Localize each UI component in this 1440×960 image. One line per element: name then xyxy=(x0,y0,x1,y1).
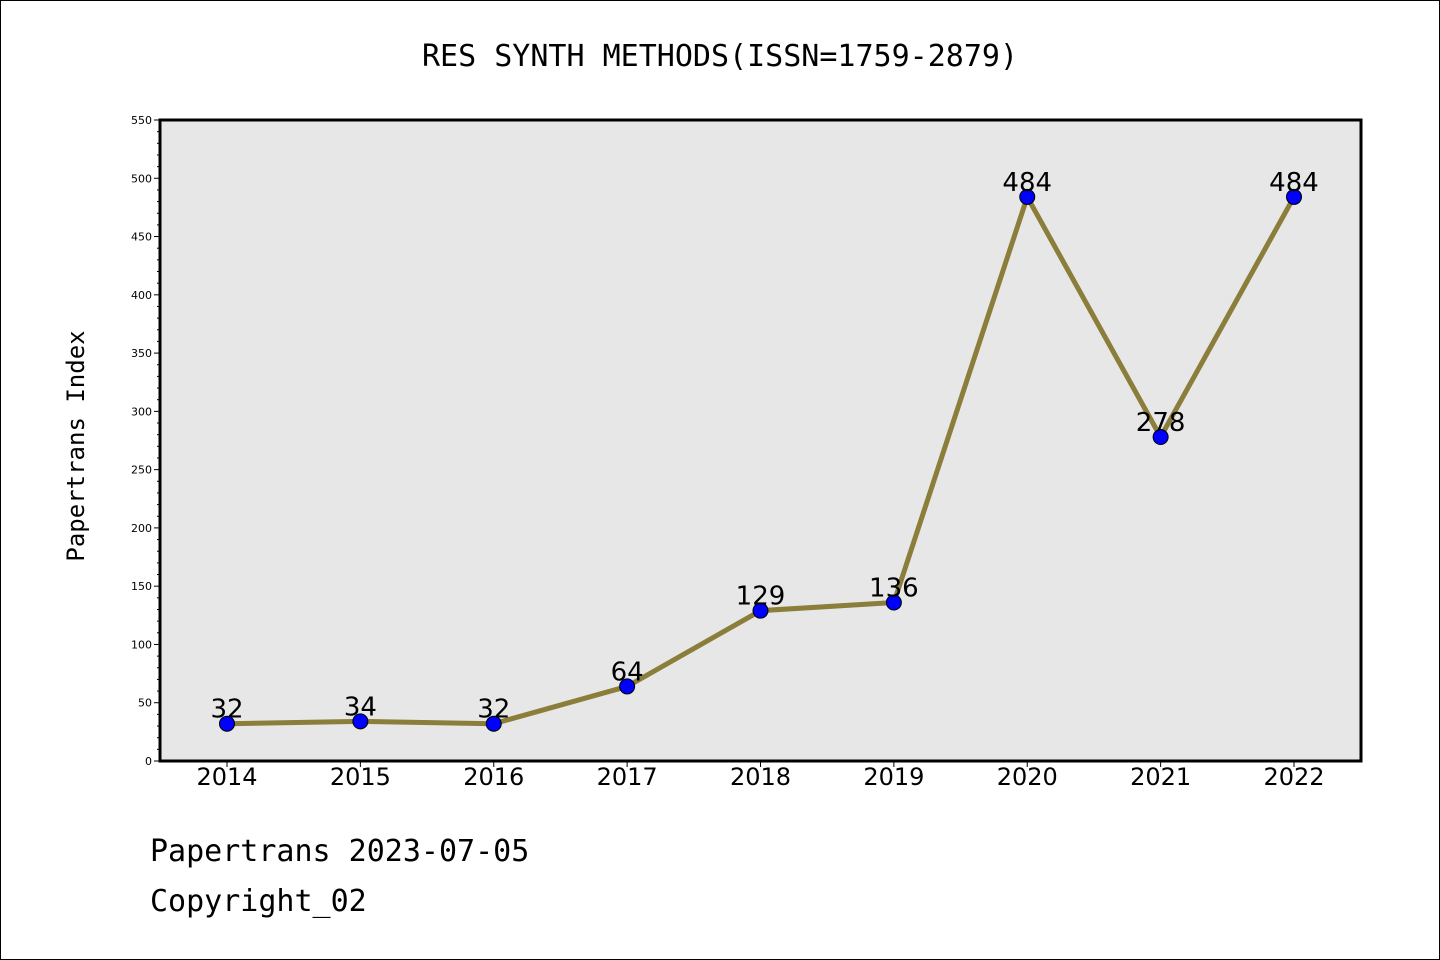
footer-copyright: Copyright_02 xyxy=(150,884,367,919)
x-tick-label: 2020 xyxy=(997,763,1058,791)
data-label: 64 xyxy=(611,657,644,687)
x-tick-label: 2021 xyxy=(1130,763,1191,791)
footer-date: Papertrans 2023-07-05 xyxy=(150,834,530,869)
y-axis: 0 50 100 150 200 250 300 350 400 450 500 550 xyxy=(131,114,160,768)
data-point-marker xyxy=(352,713,369,730)
data-point-marker xyxy=(885,594,902,611)
y-tick-label: 150 xyxy=(131,580,152,593)
data-label: 136 xyxy=(869,573,919,603)
y-tick-label: 350 xyxy=(131,347,152,360)
data-point-marker xyxy=(1286,188,1302,205)
x-tick-label: 2019 xyxy=(863,763,924,791)
x-tick-label: 2014 xyxy=(196,763,257,791)
x-tick-label: 2017 xyxy=(597,763,658,791)
data-point-marker xyxy=(219,715,235,732)
plot-area xyxy=(160,120,1361,761)
y-tick-label: 200 xyxy=(131,522,152,535)
chart-title: RES SYNTH METHODS(ISSN=1759-2879) xyxy=(422,39,1018,74)
y-tick-label: 500 xyxy=(131,172,152,185)
data-label: 484 xyxy=(1269,168,1319,198)
data-point-marker xyxy=(1019,188,1036,205)
plot-border xyxy=(158,118,1363,763)
data-label: 32 xyxy=(210,695,243,725)
x-tick-label: 2015 xyxy=(330,763,391,791)
y-tick-label: 450 xyxy=(131,231,152,244)
data-label: 484 xyxy=(1002,168,1052,198)
y-tick-label: 250 xyxy=(131,464,152,477)
data-point-marker xyxy=(485,715,502,732)
data-point-marker xyxy=(752,602,769,619)
y-tick-label: 100 xyxy=(131,638,152,651)
y-tick-label: 550 xyxy=(131,114,152,127)
x-axis: 2014 2015 2016 2017 2018 2019 2020 2021 2022 xyxy=(196,761,1325,791)
marker-group xyxy=(219,188,1302,732)
data-point-marker xyxy=(619,678,636,695)
x-tick-label: 2018 xyxy=(730,763,791,791)
y-tick-label: 400 xyxy=(131,289,152,302)
data-label: 129 xyxy=(736,582,786,612)
x-tick-label: 2016 xyxy=(463,763,524,791)
data-label: 278 xyxy=(1136,408,1186,438)
data-label: 32 xyxy=(477,695,510,725)
x-tick-label: 2022 xyxy=(1263,763,1324,791)
data-label-group: 32 34 32 64 129 136 484 278 484 xyxy=(210,168,1318,725)
y-tick-label: 300 xyxy=(131,405,152,418)
data-point-marker xyxy=(1152,429,1169,446)
y-axis-label: Papertrans Index xyxy=(62,330,90,561)
data-label: 34 xyxy=(344,692,377,722)
y-tick-label: 50 xyxy=(138,697,152,710)
y-tick-label: 0 xyxy=(145,755,152,768)
